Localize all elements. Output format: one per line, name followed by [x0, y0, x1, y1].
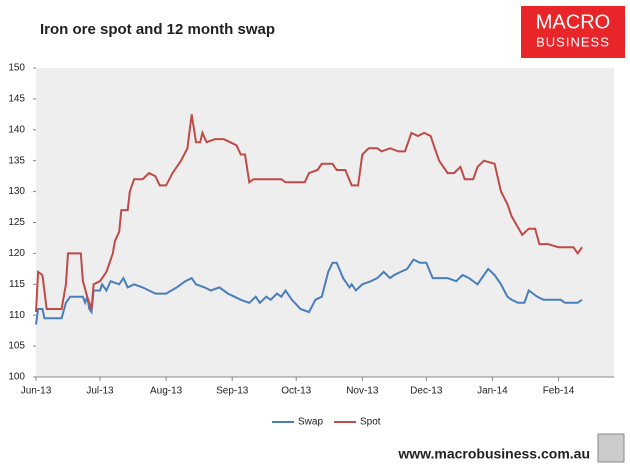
legend-label: Swap [298, 417, 323, 428]
x-tick-label: Aug-13 [150, 386, 183, 397]
x-tick-label: Dec-13 [410, 386, 443, 397]
x-tick-label: Jul-13 [86, 386, 114, 397]
footer-url: www.macrobusiness.com.au [397, 446, 590, 462]
y-tick-label: 110 [9, 310, 25, 321]
y-tick-label: 150 [8, 63, 25, 74]
wolf-icon [597, 433, 625, 463]
y-tick-label: 115 [9, 279, 25, 290]
y-tick-label: 145 [8, 94, 25, 105]
y-tick-label: 125 [8, 217, 25, 228]
logo-box [521, 6, 625, 58]
x-tick-label: Sep-13 [216, 386, 249, 397]
plot-area [36, 68, 614, 377]
x-tick-label: Oct-13 [281, 386, 311, 397]
chart-title: Iron ore spot and 12 month swap [40, 21, 275, 38]
y-tick-label: 100 [8, 372, 25, 383]
y-tick-label: 130 [8, 186, 25, 197]
y-tick-label: 105 [8, 341, 25, 352]
logo-text: BUSINESS [536, 34, 610, 49]
series-line [35, 258, 583, 325]
y-tick-label: 135 [8, 155, 25, 166]
y-tick-label: 120 [8, 248, 25, 259]
x-tick-label: Jun-13 [21, 386, 52, 397]
legend-label: Spot [360, 417, 381, 428]
x-tick-label: Jan-14 [477, 386, 508, 397]
series-line [35, 114, 583, 313]
y-tick-label: 140 [8, 124, 25, 135]
x-tick-label: Nov-13 [346, 386, 379, 397]
logo-text: MACRO [536, 11, 610, 33]
x-tick-label: Feb-14 [543, 386, 575, 397]
